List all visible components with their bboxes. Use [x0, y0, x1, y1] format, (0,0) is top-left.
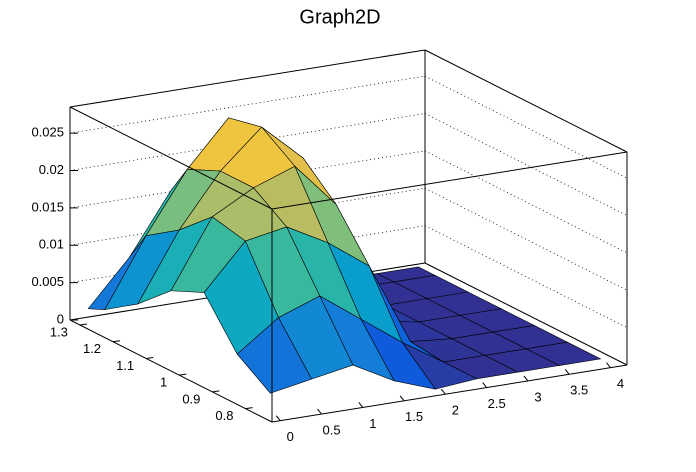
x-tick	[523, 375, 529, 382]
x-tick-label: 1	[369, 416, 376, 431]
x-tick-label: 2.5	[488, 396, 506, 411]
z-tick-label: 0.005	[31, 274, 64, 289]
x-tick	[564, 368, 570, 375]
x-tick-label: 0.5	[322, 422, 340, 437]
box-edge	[271, 151, 628, 210]
x-tick-label: 4	[617, 376, 624, 391]
x-tick-label: 1.5	[405, 409, 423, 424]
chart-title: Graph2D	[299, 6, 380, 28]
grid-line	[424, 225, 628, 328]
x-tick	[482, 382, 488, 388]
box-edge	[271, 364, 628, 423]
y-tick-label: 0.8	[215, 408, 233, 423]
y-tick	[212, 390, 220, 393]
z-tick-label: 0.02	[39, 162, 64, 177]
box-edge	[69, 319, 273, 423]
z-tick-label: 0.01	[39, 237, 64, 252]
grid-line	[424, 113, 628, 216]
z-tick-label: 0.025	[31, 125, 64, 140]
surface-cell	[236, 317, 313, 394]
grid-line	[424, 187, 628, 291]
x-tick-label: 0	[287, 429, 294, 444]
x-tick	[317, 408, 322, 415]
y-tick-label: 1.1	[116, 358, 134, 373]
box-edge	[69, 106, 273, 210]
x-tick	[606, 362, 611, 368]
y-tick-label: 1.2	[83, 341, 101, 356]
y-tick	[112, 340, 121, 343]
z-tick-label: 0.015	[31, 199, 64, 214]
x-tick-label: 3	[534, 389, 541, 404]
x-tick	[440, 388, 446, 395]
y-tick	[146, 356, 154, 359]
x-tick	[275, 415, 281, 421]
z-tick-label: 0	[57, 311, 64, 326]
box-edge	[69, 49, 426, 108]
y-tick	[245, 407, 253, 410]
y-tick-label: 0.9	[182, 391, 200, 406]
y-tick-label: 1.3	[50, 324, 68, 339]
box-edge	[424, 49, 628, 153]
grid-line	[424, 75, 628, 179]
y-tick	[179, 373, 187, 376]
grid-line	[424, 262, 628, 366]
y-tick	[79, 323, 88, 326]
x-tick	[399, 395, 405, 402]
x-tick-label: 3.5	[570, 383, 588, 398]
y-tick-label: 1	[160, 375, 167, 390]
x-tick-label: 2	[452, 403, 459, 418]
x-tick	[358, 402, 364, 408]
grid-line	[424, 150, 628, 254]
